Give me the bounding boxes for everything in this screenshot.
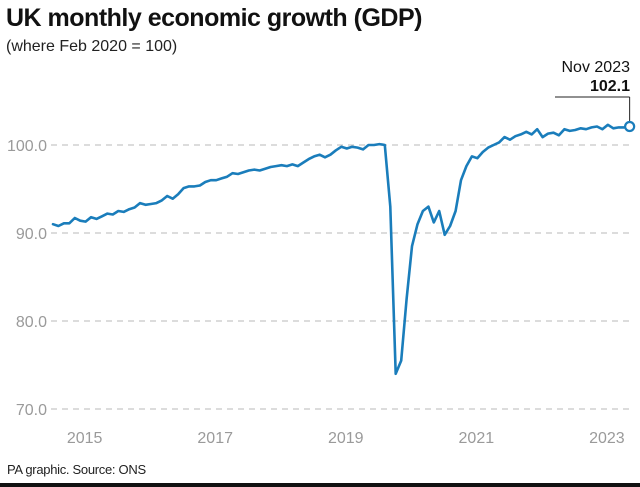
bottom-rule bbox=[0, 483, 640, 487]
annotation-value: 102.1 bbox=[590, 78, 630, 95]
x-tick-label: 2023 bbox=[589, 430, 625, 447]
y-tick-label: 100.0 bbox=[7, 138, 47, 155]
source-note: PA graphic. Source: ONS bbox=[7, 462, 146, 477]
x-tick-label: 2017 bbox=[197, 430, 233, 447]
chart-subtitle: (where Feb 2020 = 100) bbox=[6, 38, 178, 55]
x-tick-label: 2015 bbox=[67, 430, 103, 447]
y-tick-label: 70.0 bbox=[16, 402, 47, 419]
gdp-line bbox=[51, 123, 631, 376]
x-tick-label: 2021 bbox=[459, 430, 495, 447]
y-tick-label: 90.0 bbox=[16, 226, 47, 243]
x-tick-label: 2019 bbox=[328, 430, 364, 447]
latest-point-marker bbox=[624, 120, 636, 133]
chart-title: UK monthly economic growth (GDP) bbox=[6, 4, 422, 32]
annotation-date: Nov 2023 bbox=[562, 59, 631, 76]
y-tick-label: 80.0 bbox=[16, 314, 47, 331]
